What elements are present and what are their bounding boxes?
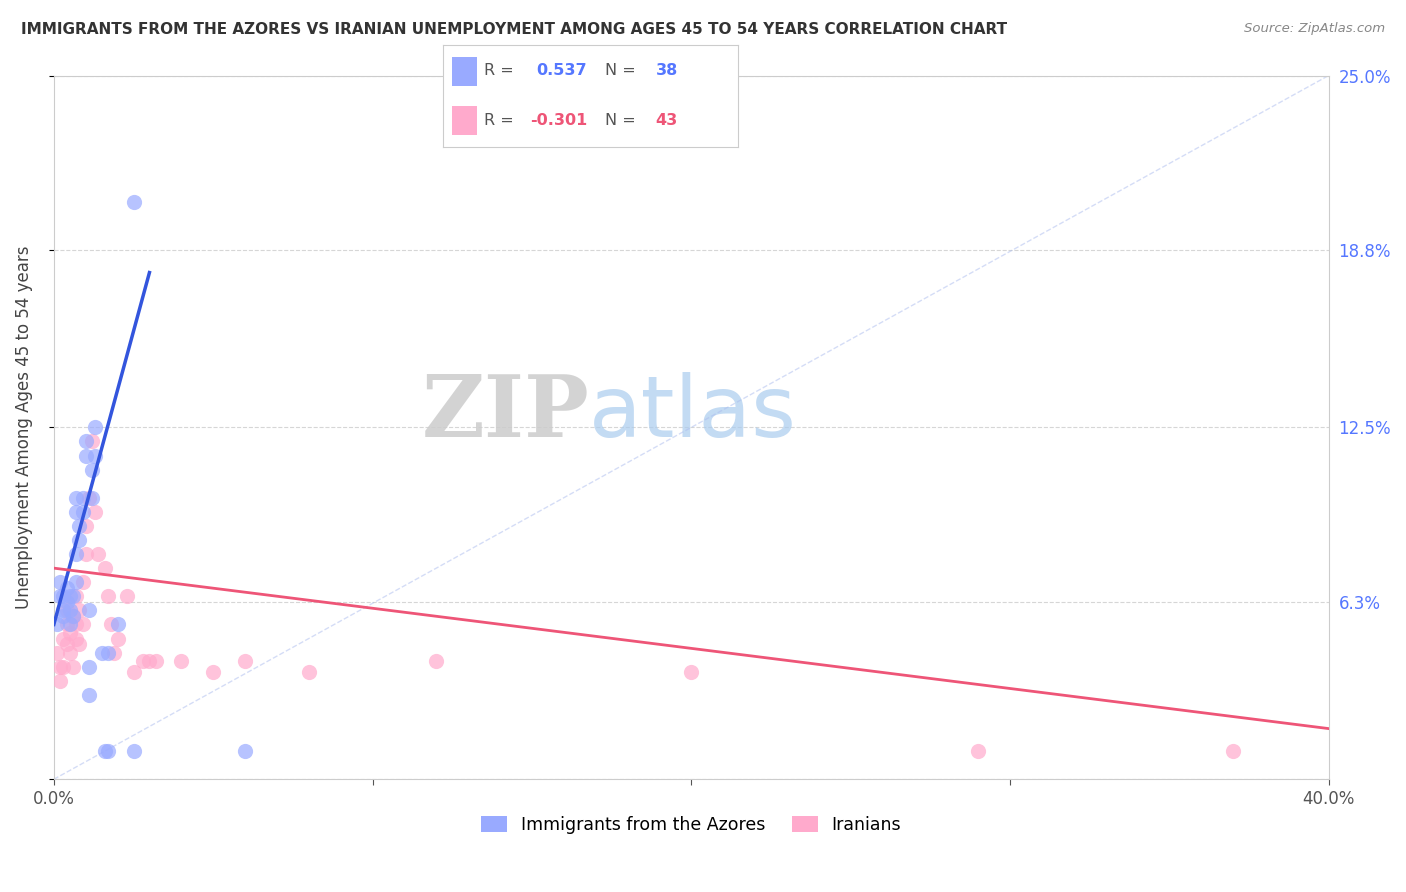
Point [62,609,84,624]
Point [122,744,145,758]
Point [107,617,129,632]
Point [80,434,103,449]
Point [65,617,87,632]
Point [80,462,103,476]
Text: -0.301: -0.301 [530,113,588,128]
Point [425,654,447,668]
Point [233,744,256,758]
Point [115,589,138,603]
Point [94,744,117,758]
Point [55,581,77,595]
Text: ZIP: ZIP [422,371,589,455]
Point [49,575,72,590]
Point [55,603,77,617]
FancyBboxPatch shape [451,106,477,135]
Point [170,654,193,668]
Point [55,595,77,609]
Point [46,617,69,632]
Point [233,654,256,668]
Y-axis label: Unemployment Among Ages 45 to 54 years: Unemployment Among Ages 45 to 54 years [15,245,32,609]
Point [65,491,87,505]
Point [122,195,145,210]
Point [90,646,112,660]
Point [49,589,72,603]
Point [75,434,97,449]
Point [100,617,122,632]
Point [62,589,84,603]
Point [97,646,120,660]
Point [49,673,72,688]
Point [94,561,117,575]
Point [65,505,87,519]
Point [59,646,82,660]
Point [97,744,120,758]
Point [75,449,97,463]
Point [122,665,145,680]
Text: atlas: atlas [589,372,797,455]
Point [77,659,100,673]
Point [52,659,75,673]
Point [67,637,90,651]
Point [59,617,82,632]
Point [75,547,97,561]
Point [145,654,167,668]
Point [84,420,107,434]
Point [49,659,72,673]
Point [107,632,129,646]
Point [59,603,82,617]
Point [87,547,110,561]
Point [298,665,321,680]
Point [46,646,69,660]
Point [62,609,84,624]
Point [65,589,87,603]
Point [72,505,94,519]
Point [72,491,94,505]
Point [132,654,155,668]
Point [72,617,94,632]
Point [97,589,120,603]
Point [138,654,160,668]
Text: Source: ZipAtlas.com: Source: ZipAtlas.com [1244,22,1385,36]
Point [52,603,75,617]
FancyBboxPatch shape [451,57,477,86]
Point [52,609,75,624]
Point [62,659,84,673]
Point [67,603,90,617]
Text: N =: N = [606,113,641,128]
Point [65,575,87,590]
Text: 38: 38 [655,63,678,78]
Point [65,547,87,561]
Text: R =: R = [484,113,519,128]
Point [77,688,100,702]
Legend: Immigrants from the Azores, Iranians: Immigrants from the Azores, Iranians [481,816,901,834]
Point [967,744,990,758]
Point [80,491,103,505]
Point [52,632,75,646]
Point [65,632,87,646]
Point [59,589,82,603]
Point [67,533,90,547]
Point [77,603,100,617]
Point [681,665,703,680]
Point [103,646,125,660]
Text: IMMIGRANTS FROM THE AZORES VS IRANIAN UNEMPLOYMENT AMONG AGES 45 TO 54 YEARS COR: IMMIGRANTS FROM THE AZORES VS IRANIAN UN… [21,22,1007,37]
Point [75,519,97,533]
Point [55,637,77,651]
Point [84,505,107,519]
Point [84,449,107,463]
Point [67,519,90,533]
Point [59,626,82,640]
Point [55,617,77,632]
Point [1222,744,1244,758]
Text: 0.537: 0.537 [536,63,586,78]
Point [202,665,225,680]
Point [77,491,100,505]
Point [52,589,75,603]
Text: N =: N = [606,63,641,78]
Point [72,575,94,590]
Text: 43: 43 [655,113,678,128]
Text: R =: R = [484,63,519,78]
